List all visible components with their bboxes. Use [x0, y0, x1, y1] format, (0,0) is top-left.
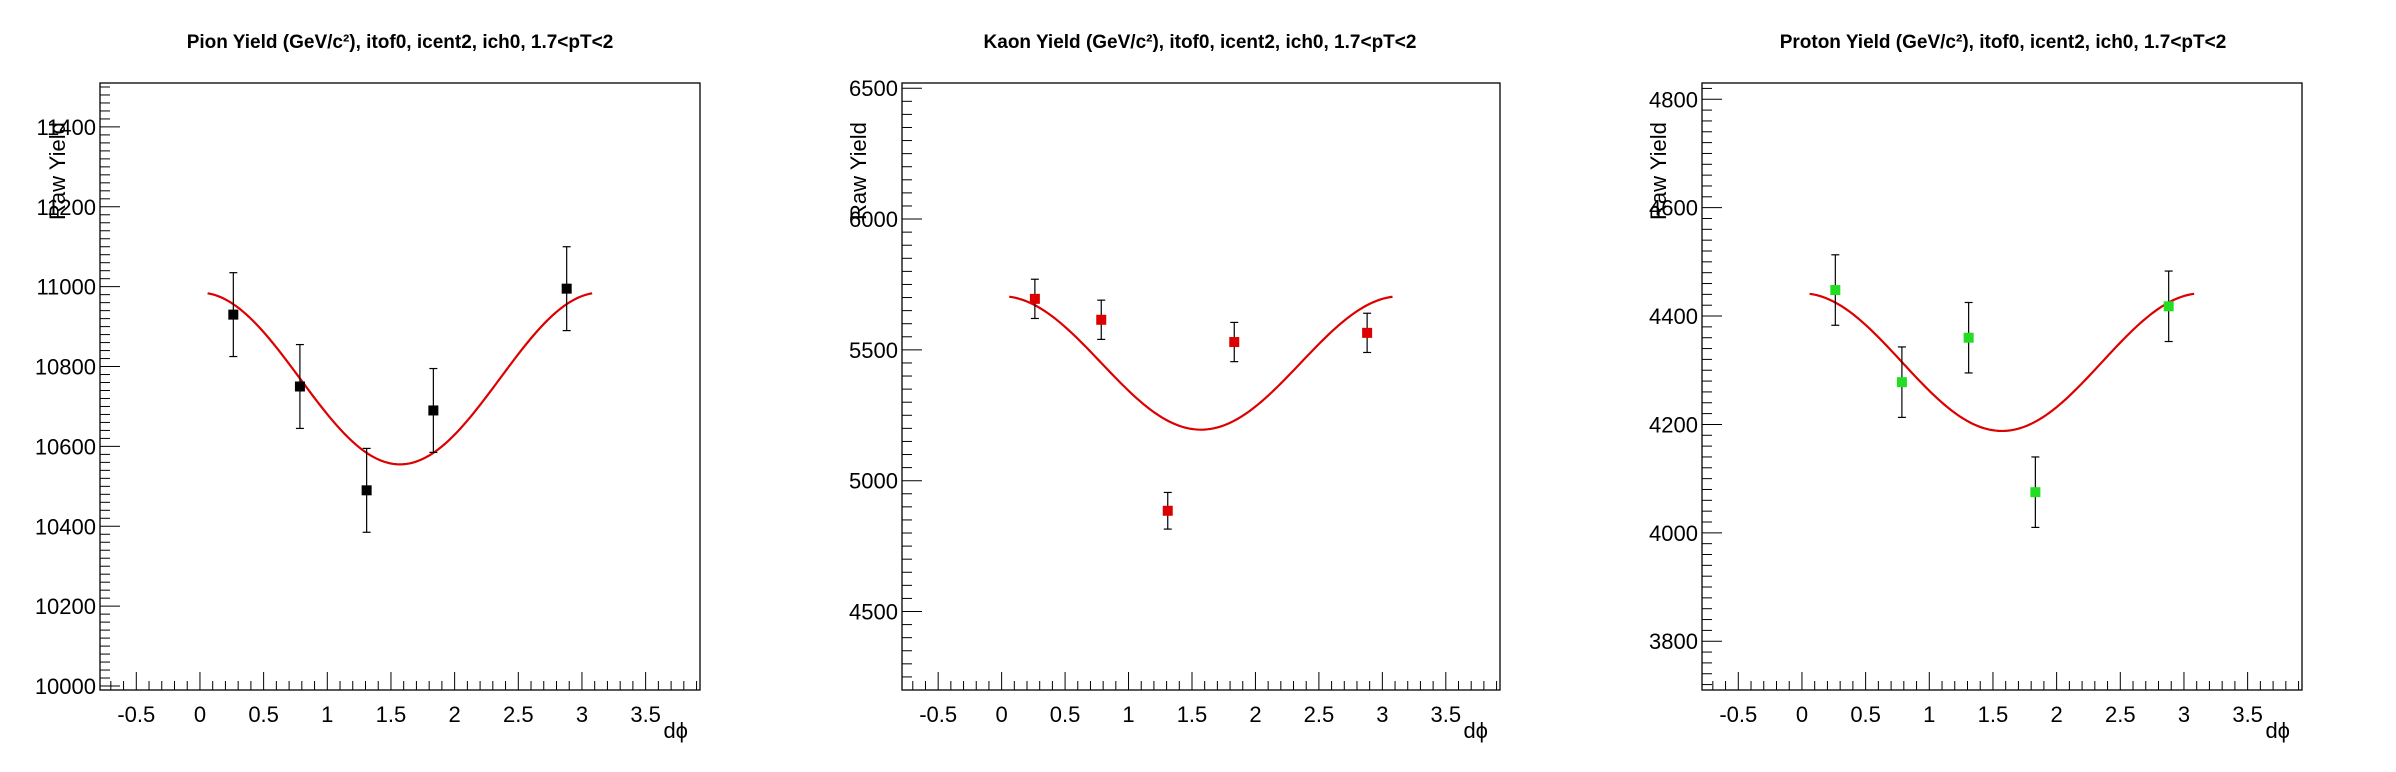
x-tick-label-0: 3 [576, 702, 588, 727]
chart-title-1: Kaon Yield (GeV/c²), itof0, icent2, ich0… [984, 32, 1417, 53]
data-point-2-3 [2030, 487, 2041, 498]
data-point-0-3 [428, 405, 439, 416]
x-tick-label-0: 0.5 [248, 702, 279, 727]
x-tick-label-2: 3 [2178, 702, 2190, 727]
x-tick-label-0: 1 [321, 702, 333, 727]
fit-curve-1 [1009, 295, 1393, 431]
y-tick-label-0: 10600 [35, 434, 96, 459]
y-axis-title-1: Raw Yield [846, 122, 871, 220]
x-tick-label-0: 3.5 [630, 702, 661, 727]
x-tick-label-2: 0.5 [1850, 702, 1881, 727]
x-tick-label-2: -0.5 [1719, 702, 1757, 727]
y-tick-label-0: 10200 [35, 594, 96, 619]
x-tick-label-2: 0 [1796, 702, 1808, 727]
x-axis-title-0: dϕ [663, 718, 688, 743]
x-tick-label-1: 2 [1249, 702, 1261, 727]
y-tick-label-0: 11200 [36, 195, 96, 220]
data-point-1-4 [1362, 327, 1373, 338]
data-point-2-0 [1830, 285, 1841, 296]
data-point-2-4 [2163, 301, 2174, 312]
x-tick-label-0: -0.5 [117, 702, 155, 727]
y-tick-label-0: 10000 [35, 674, 96, 699]
x-tick-label-0: 0 [194, 702, 206, 727]
x-tick-label-2: 1.5 [1978, 702, 2009, 727]
data-point-0-2 [361, 485, 372, 496]
x-tick-label-1: 2.5 [1304, 702, 1335, 727]
y-tick-label-1: 6500 [849, 76, 898, 101]
x-tick-label-2: 2.5 [2105, 702, 2136, 727]
data-point-1-3 [1229, 337, 1240, 348]
x-tick-label-1: 3.5 [1431, 702, 1462, 727]
y-tick-label-2: 4600 [1649, 196, 1698, 221]
x-tick-label-1: 0.5 [1050, 702, 1081, 727]
y-tick-label-0: 10800 [35, 355, 96, 380]
x-tick-label-0: 1.5 [376, 702, 407, 727]
x-tick-label-1: 1 [1122, 702, 1134, 727]
data-point-0-4 [561, 283, 572, 294]
x-tick-label-2: 3.5 [2232, 702, 2263, 727]
x-axis-title-1: dϕ [1463, 718, 1488, 743]
y-tick-label-2: 4400 [1649, 304, 1698, 329]
y-tick-label-0: 11400 [36, 115, 96, 140]
y-axis-title-2: Raw Yield [1646, 122, 1671, 220]
fit-curve-2 [1809, 292, 2195, 433]
y-tick-label-0: 10400 [35, 514, 96, 539]
fit-curve-0 [207, 292, 593, 466]
data-point-1-0 [1029, 293, 1040, 304]
plot-frame-2 [1701, 82, 2303, 691]
plot-frame-0 [99, 82, 701, 691]
data-point-0-0 [228, 309, 239, 320]
y-tick-label-2: 3800 [1649, 629, 1698, 654]
chart-title-0: Pion Yield (GeV/c²), itof0, icent2, ich0… [187, 32, 614, 53]
y-tick-label-0: 11000 [36, 275, 96, 300]
y-tick-label-1: 5000 [849, 469, 898, 494]
data-point-1-1 [1096, 314, 1107, 325]
x-tick-label-1: 0 [995, 702, 1007, 727]
data-point-2-2 [1963, 332, 1974, 343]
data-point-1-2 [1162, 505, 1173, 516]
data-point-0-1 [294, 381, 305, 392]
x-tick-label-0: 2.5 [503, 702, 534, 727]
data-point-2-1 [1896, 377, 1907, 388]
x-axis-title-2: dϕ [2265, 718, 2290, 743]
x-tick-label-2: 2 [2051, 702, 2063, 727]
x-tick-label-0: 2 [449, 702, 461, 727]
y-tick-label-1: 6000 [849, 207, 898, 232]
y-tick-label-2: 4200 [1649, 412, 1698, 437]
y-tick-label-1: 4500 [849, 600, 898, 625]
y-tick-label-2: 4800 [1649, 87, 1698, 112]
x-tick-label-2: 1 [1923, 702, 1935, 727]
x-tick-label-1: 1.5 [1177, 702, 1208, 727]
plot-frame-1 [901, 82, 1501, 691]
x-tick-label-1: -0.5 [919, 702, 957, 727]
y-axis-title-0: Raw Yield [45, 122, 70, 220]
chart-title-2: Proton Yield (GeV/c²), itof0, icent2, ic… [1780, 32, 2227, 53]
y-tick-label-1: 5500 [849, 338, 898, 363]
x-tick-label-1: 3 [1376, 702, 1388, 727]
y-tick-label-2: 4000 [1649, 521, 1698, 546]
